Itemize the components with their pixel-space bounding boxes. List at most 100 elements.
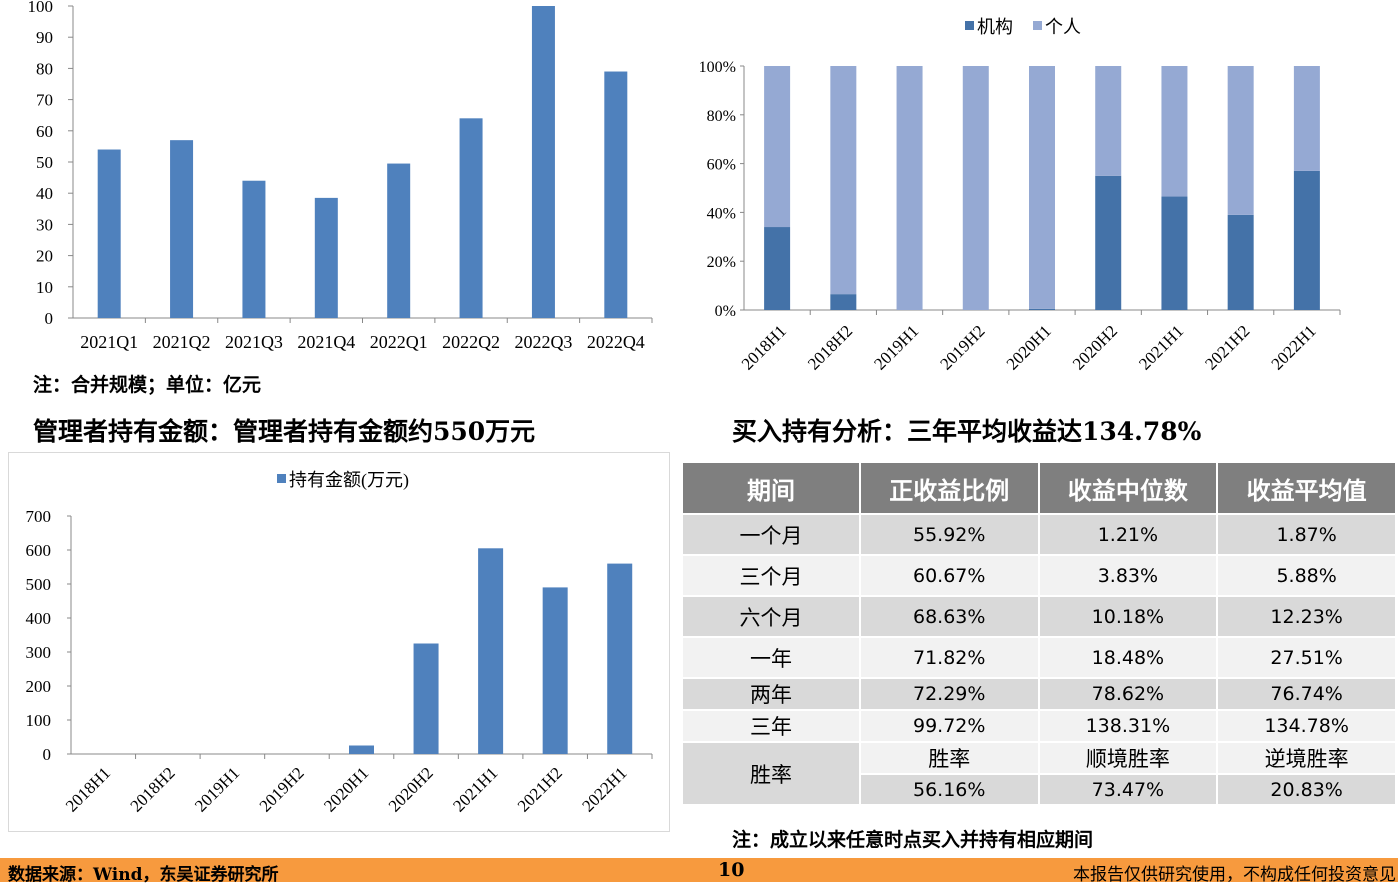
period-cell: 一年 [683, 638, 859, 677]
x-tick-label: 2021Q2 [153, 332, 211, 352]
stacked-bar-segment [830, 294, 857, 310]
y-tick-label: 30 [36, 215, 53, 234]
x-tick-label: 2020H1 [320, 763, 372, 815]
bar [97, 149, 121, 318]
stacked-bar-segment [1095, 66, 1122, 176]
stacked-bar-segment [1227, 66, 1254, 215]
y-tick-label: 300 [26, 643, 52, 662]
bar [349, 745, 374, 754]
legend-label: 个人 [1045, 17, 1081, 37]
table-row: 一个月 55.92% 1.21% 1.87% [683, 515, 1395, 554]
mean-cell: 5.88% [1218, 556, 1395, 595]
buy-hold-title: 买入持有分析：三年平均收益达134.78% [732, 417, 1202, 446]
x-tick-label: 2021Q3 [225, 332, 283, 352]
positive-ratio-cell: 68.63% [860, 597, 1038, 636]
y-tick-label: 100 [28, 0, 54, 16]
bar [170, 140, 194, 318]
adverse-win-rate-subheader: 逆境胜率 [1218, 743, 1395, 773]
header-median: 收益中位数 [1039, 463, 1217, 513]
table-header-row: 期间 正收益比例 收益中位数 收益平均值 [683, 463, 1395, 513]
positive-ratio-cell: 55.92% [860, 515, 1038, 554]
win-rate-value-row: 56.16% 73.47% 20.83% [683, 775, 1395, 804]
x-tick-label: 2019H1 [191, 763, 243, 815]
stacked-bar-segment [1029, 66, 1055, 309]
page-footer: 数据来源：Wind，东吴证券研究所 10 本报告仅供研究使用，不构成任何投资意见 [0, 858, 1398, 885]
x-tick-label: 2018H2 [804, 321, 856, 373]
scale-note: 注：合并规模；单位：亿元 [33, 374, 262, 396]
x-tick-label: 2021H2 [514, 763, 566, 815]
x-tick-label: 2020H2 [1069, 321, 1121, 373]
stacked-bar-segment [1293, 66, 1320, 171]
favorable-win-rate-subheader: 顺境胜率 [1039, 743, 1217, 773]
stacked-bar-segment [1293, 170, 1320, 310]
x-tick-label: 2021H2 [1201, 321, 1253, 373]
table-row: 一年 71.82% 18.48% 27.51% [683, 638, 1395, 677]
y-tick-label: 20% [707, 254, 736, 271]
bar [607, 563, 633, 754]
win-rate-value: 56.16% [860, 775, 1038, 804]
bar [413, 643, 439, 754]
x-tick-label: 2022Q2 [442, 332, 500, 352]
win-rate-subheader: 胜率 [860, 743, 1038, 773]
manager-holding-chart-frame: 0 100 200 300 400 500 600 700 2018H1 2018H2 2019H1… [8, 452, 670, 832]
legend-label: 机构 [977, 17, 1013, 37]
y-tick-label: 90 [36, 28, 53, 47]
positive-ratio-cell: 71.82% [860, 638, 1038, 677]
x-tick-label: 2021H1 [1135, 321, 1187, 373]
win-rate-label: 胜率 [683, 743, 859, 804]
mean-cell: 27.51% [1218, 638, 1395, 677]
y-tick-label: 200 [26, 677, 52, 696]
y-tick-label: 20 [36, 247, 53, 266]
stacked-bar-segment [896, 66, 923, 310]
data-source: 数据来源：Wind，东吴证券研究所 [8, 865, 279, 885]
y-tick-label: 400 [26, 609, 52, 628]
adverse-win-rate-value: 20.83% [1218, 775, 1395, 804]
bar [478, 548, 504, 754]
x-tick-label: 2021H1 [449, 763, 501, 815]
bar [314, 197, 338, 318]
y-tick-label: 60% [707, 157, 736, 174]
x-tick-label: 2018H1 [62, 763, 114, 815]
manager-holding-chart: 0 100 200 300 400 500 600 700 2018H1 2018H2 2019H1… [26, 470, 653, 816]
positive-ratio-cell: 99.72% [860, 711, 1038, 741]
win-rate-header-row: 胜率 胜率 顺境胜率 逆境胜率 [683, 743, 1395, 804]
favorable-win-rate-value: 73.47% [1039, 775, 1217, 804]
median-cell: 10.18% [1039, 597, 1217, 636]
bar [542, 587, 568, 754]
positive-ratio-cell: 60.67% [860, 556, 1038, 595]
stacked-bar-segment [830, 66, 857, 295]
period-cell: 两年 [683, 679, 859, 709]
median-cell: 138.31% [1039, 711, 1217, 741]
x-tick-label: 2019H2 [256, 763, 308, 815]
period-cell: 三个月 [683, 556, 859, 595]
table-row: 三个月 60.67% 3.83% 5.88% [683, 556, 1395, 595]
y-tick-label: 0 [43, 745, 52, 764]
header-positive-ratio: 正收益比例 [860, 463, 1038, 513]
header-mean: 收益平均值 [1218, 463, 1395, 513]
median-cell: 3.83% [1039, 556, 1217, 595]
y-tick-label: 500 [26, 575, 52, 594]
legend-swatch [965, 21, 974, 30]
median-cell: 1.21% [1039, 515, 1217, 554]
x-tick-label: 2021Q1 [80, 332, 138, 352]
median-cell: 18.48% [1039, 638, 1217, 677]
mean-cell: 12.23% [1218, 597, 1395, 636]
scale-bar-chart: 0 10 20 30 40 50 60 70 80 90 100 2021Q1 2021Q2 2021Q3… [28, 0, 653, 352]
stacked-bar-segment [764, 227, 791, 310]
y-tick-label: 0 [45, 309, 54, 328]
y-tick-label: 40 [36, 184, 53, 203]
y-tick-label: 40% [707, 205, 736, 222]
stacked-bar-segment [1227, 214, 1254, 310]
period-cell: 六个月 [683, 597, 859, 636]
legend-swatch [1033, 21, 1042, 30]
x-tick-label: 2020H2 [385, 763, 437, 815]
page-number: 10 [718, 859, 745, 881]
y-tick-label: 80% [707, 108, 736, 125]
header-period: 期间 [683, 463, 859, 513]
x-tick-label: 2022Q4 [587, 332, 645, 352]
stacked-bar-segment [1161, 66, 1188, 197]
x-tick-label: 2022Q3 [514, 332, 572, 352]
holding-period-note: 注：成立以来任意时点买入并持有相应期间 [732, 829, 1094, 851]
x-tick-label: 2022H1 [1268, 321, 1320, 373]
y-tick-label: 100 [26, 711, 52, 730]
